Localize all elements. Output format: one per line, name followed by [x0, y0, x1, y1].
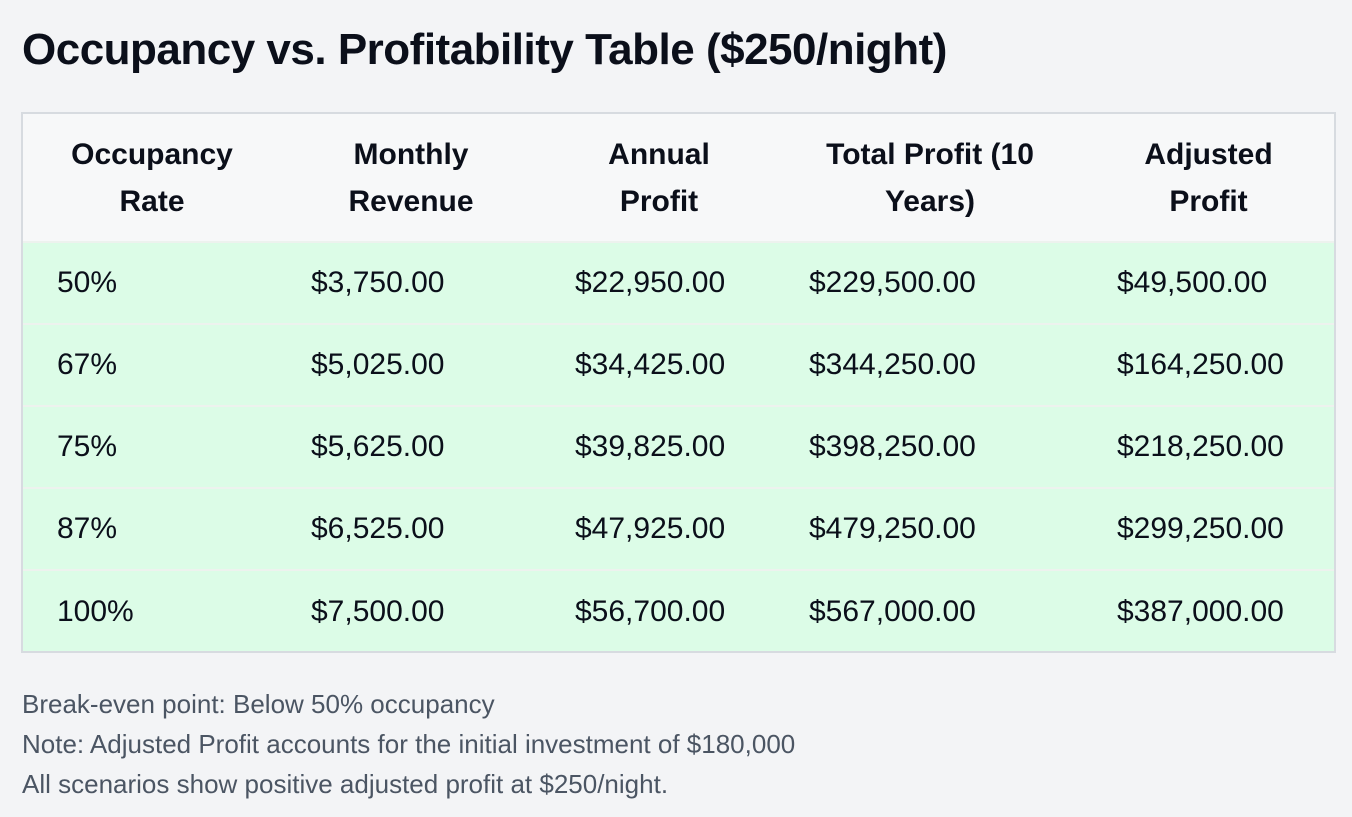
cell-adjusted-profit: $299,250.00 — [1083, 487, 1334, 570]
scenarios-note: All scenarios show positive adjusted pro… — [22, 769, 669, 799]
header-total-profit: Total Profit (10 Years) — [777, 114, 1083, 242]
profitability-table-container: Occupancy Rate Monthly Revenue Annual Profi… — [21, 112, 1336, 653]
header-text: Rate — [119, 184, 185, 218]
cell-occupancy-rate: 100% — [23, 569, 281, 651]
table-row: 67% $5,025.00 $34,425.00 $344,250.00 $16… — [23, 323, 1334, 406]
table-row: 50% $3,750.00 $22,950.00 $229,500.00 $49… — [23, 241, 1334, 324]
cell-occupancy-rate: 75% — [23, 405, 281, 488]
header-text: Occupancy — [71, 137, 233, 171]
table-header-row: Occupancy Rate Monthly Revenue Annual Profi… — [23, 114, 1334, 242]
cell-annual-profit: $39,825.00 — [541, 405, 777, 488]
cell-adjusted-profit: $218,250.00 — [1083, 405, 1334, 488]
cell-occupancy-rate: 67% — [23, 323, 281, 406]
cell-total-profit: $479,250.00 — [777, 487, 1083, 570]
cell-total-profit: $567,000.00 — [777, 569, 1083, 651]
header-text: Profit — [1169, 184, 1248, 218]
cell-monthly-revenue: $3,750.00 — [281, 241, 541, 324]
investment-note: Note: Adjusted Profit accounts for the i… — [22, 729, 796, 759]
cell-annual-profit: $22,950.00 — [541, 241, 777, 324]
cell-occupancy-rate: 50% — [23, 241, 281, 324]
cell-adjusted-profit: $49,500.00 — [1083, 241, 1334, 324]
header-text: Annual — [608, 137, 710, 171]
table-row: 75% $5,625.00 $39,825.00 $398,250.00 $21… — [23, 405, 1334, 488]
cell-adjusted-profit: $164,250.00 — [1083, 323, 1334, 406]
table-body: 50% $3,750.00 $22,950.00 $229,500.00 $49… — [23, 241, 1334, 651]
header-text: Revenue — [348, 184, 474, 218]
cell-monthly-revenue: $5,025.00 — [281, 323, 541, 406]
header-text: Total Profit (10 — [826, 137, 1034, 171]
cell-monthly-revenue: $7,500.00 — [281, 569, 541, 651]
page-title: Occupancy vs. Profitability Table ($250/… — [22, 25, 947, 74]
header-text: Adjusted — [1144, 137, 1273, 171]
cell-monthly-revenue: $5,625.00 — [281, 405, 541, 488]
table-row: 87% $6,525.00 $47,925.00 $479,250.00 $29… — [23, 487, 1334, 570]
cell-annual-profit: $34,425.00 — [541, 323, 777, 406]
header-annual-profit: Annual Profit — [541, 114, 777, 242]
cell-annual-profit: $47,925.00 — [541, 487, 777, 570]
header-text: Years) — [884, 184, 976, 218]
cell-occupancy-rate: 87% — [23, 487, 281, 570]
cell-monthly-revenue: $6,525.00 — [281, 487, 541, 570]
notes-section: Break-even point: Below 50% occupancy No… — [22, 684, 795, 804]
header-adjusted-profit: Adjusted Profit — [1083, 114, 1334, 242]
break-even-note: Break-even point: Below 50% occupancy — [22, 689, 495, 719]
header-text: Profit — [619, 184, 699, 218]
cell-total-profit: $398,250.00 — [777, 405, 1083, 488]
cell-total-profit: $229,500.00 — [777, 241, 1083, 324]
header-text: Monthly — [353, 137, 469, 171]
cell-total-profit: $344,250.00 — [777, 323, 1083, 406]
table-header: Occupancy Rate Monthly Revenue Annual Profi… — [23, 114, 1334, 242]
cell-annual-profit: $56,700.00 — [541, 569, 777, 651]
header-monthly-revenue: Monthly Revenue — [281, 114, 541, 242]
cell-adjusted-profit: $387,000.00 — [1083, 569, 1334, 651]
profitability-table: Occupancy Rate Monthly Revenue Annual Profi… — [23, 114, 1334, 651]
header-occupancy-rate: Occupancy Rate — [23, 114, 281, 242]
table-row: 100% $7,500.00 $56,700.00 $567,000.00 $3… — [23, 569, 1334, 651]
